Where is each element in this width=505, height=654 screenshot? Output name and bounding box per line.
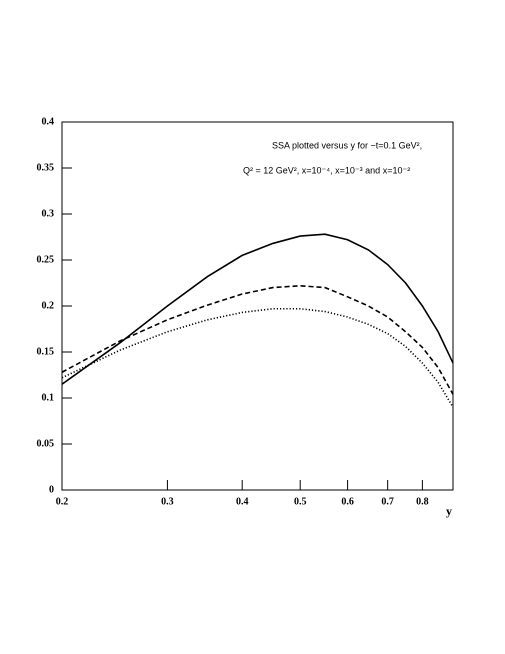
y-tick-label: 0 <box>49 484 54 495</box>
y-tick-label: 0.2 <box>42 300 55 311</box>
plot-frame <box>61 121 454 491</box>
y-tick-label: 0.15 <box>37 346 55 357</box>
x-tick-label: 0.7 <box>381 496 394 507</box>
line-series <box>61 284 454 395</box>
line-series <box>61 233 454 385</box>
x-axis-label: y <box>446 504 452 518</box>
x-tick-label: 0.5 <box>294 496 307 507</box>
y-tick-label: 0.1 <box>42 392 55 403</box>
y-tick-label: 0.3 <box>42 208 55 219</box>
y-tick-label: 0.35 <box>37 162 55 173</box>
y-tick-label: 0.05 <box>37 438 55 449</box>
x-tick-label: 0.2 <box>56 496 69 507</box>
x-tick-label: 0.8 <box>416 496 429 507</box>
line-series <box>61 307 454 408</box>
x-tick-label: 0.3 <box>161 496 174 507</box>
annotation: Q² = 12 GeV², x=10⁻⁴, x=10⁻³ and x=10⁻² <box>243 165 410 175</box>
x-tick-label: 0.6 <box>341 496 354 507</box>
y-tick-label: 0.4 <box>42 116 55 127</box>
x-tick-label: 0.4 <box>236 496 249 507</box>
annotation: SSA plotted versus y for −t=0.1 GeV², <box>272 140 422 150</box>
y-tick-label: 0.25 <box>37 254 55 265</box>
